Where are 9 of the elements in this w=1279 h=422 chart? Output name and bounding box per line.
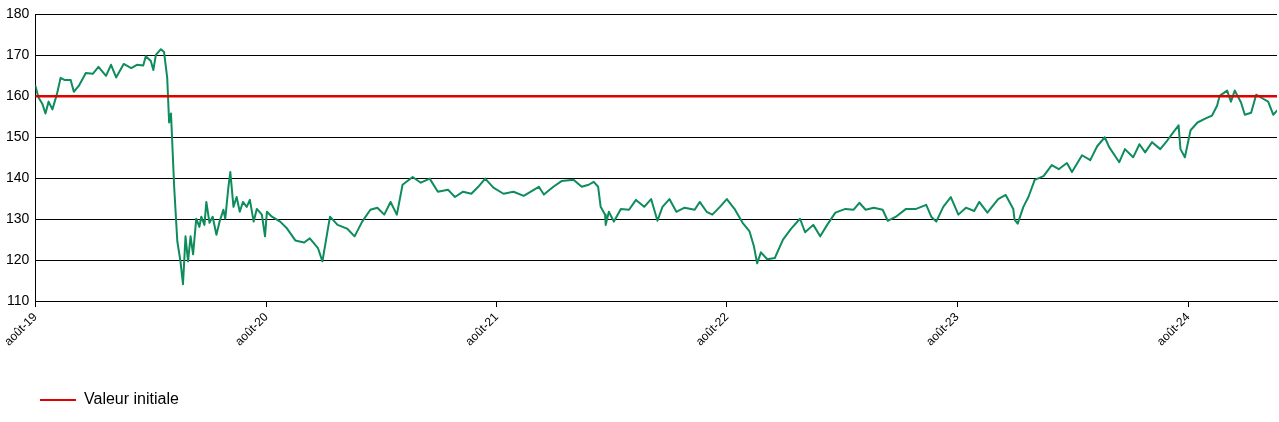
y-tick-label: 110	[7, 291, 30, 308]
y-tick-label: 130	[6, 210, 30, 226]
legend-label: Valeur initiale	[84, 390, 179, 408]
y-tick-label: 150	[6, 128, 30, 145]
y-tick-label: 160	[6, 87, 30, 104]
y-tick-label: 140	[6, 169, 30, 186]
y-tick-label: 170	[6, 46, 30, 63]
y-tick-label: 180	[6, 5, 30, 22]
y-tick-label: 120	[6, 250, 30, 267]
